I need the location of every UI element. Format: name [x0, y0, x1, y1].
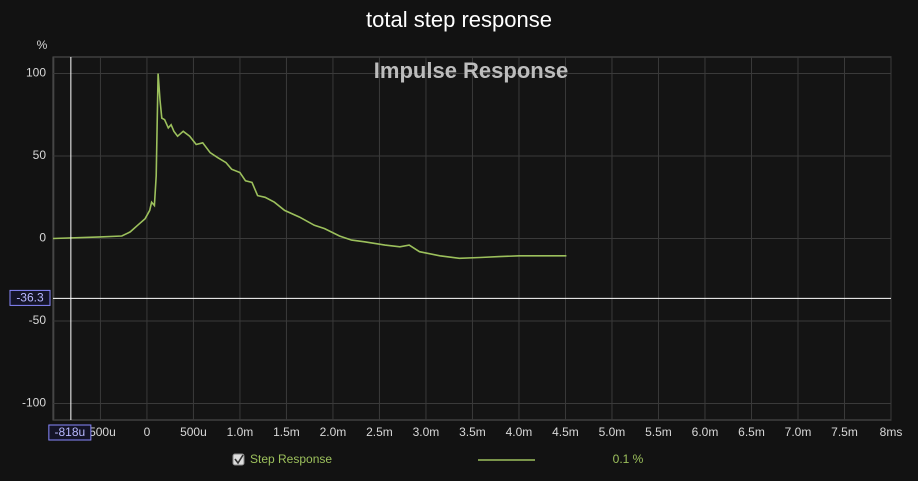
cursor-y-label: -36.3 — [16, 291, 44, 305]
x-tick-label: 3.5m — [459, 425, 486, 439]
y-tick-label: 50 — [33, 148, 47, 162]
y-tick-label: -50 — [29, 313, 47, 327]
y-tick-label: 100 — [26, 66, 46, 80]
y-unit: % — [37, 38, 48, 52]
x-tick-label: 2.5m — [366, 425, 393, 439]
chart-title: total step response — [366, 7, 552, 32]
y-tick-label: 0 — [39, 231, 46, 245]
cursor-x-label: -818u — [55, 425, 86, 439]
x-tick-label: 1.5m — [273, 425, 300, 439]
cursor-x-box — [48, 424, 92, 441]
x-tick-label: 1.0m — [227, 425, 254, 439]
x-tick-label: 3.0m — [413, 425, 440, 439]
x-tick-label: 6.0m — [692, 425, 719, 439]
annotation: Impulse Response — [374, 58, 568, 83]
x-tick-label: 500u — [180, 425, 207, 439]
x-tick-label: 4.0m — [506, 425, 533, 439]
x-tick-label: 5.5m — [645, 425, 672, 439]
x-tick-label: 0 — [144, 425, 151, 439]
data-line — [52, 73, 567, 260]
x-tick-label: 6.5m — [738, 425, 765, 439]
x-tick-label: 7.0m — [785, 425, 812, 439]
x-tick-label: 5.0m — [599, 425, 626, 439]
x-tick-label: 7.5m — [831, 425, 858, 439]
y-tick-label: -100 — [22, 396, 46, 410]
x-tick-label: 2.0m — [320, 425, 347, 439]
x-tick-label: 4.5m — [552, 425, 579, 439]
x-tick-label: -500u — [85, 425, 116, 439]
x-tick-label: 8ms — [880, 425, 903, 439]
legend-label[interactable]: Step Response — [250, 452, 332, 466]
legend-check — [234, 454, 244, 465]
cursor-y-box — [9, 289, 51, 306]
legend-note: 0.1 % — [613, 452, 644, 466]
